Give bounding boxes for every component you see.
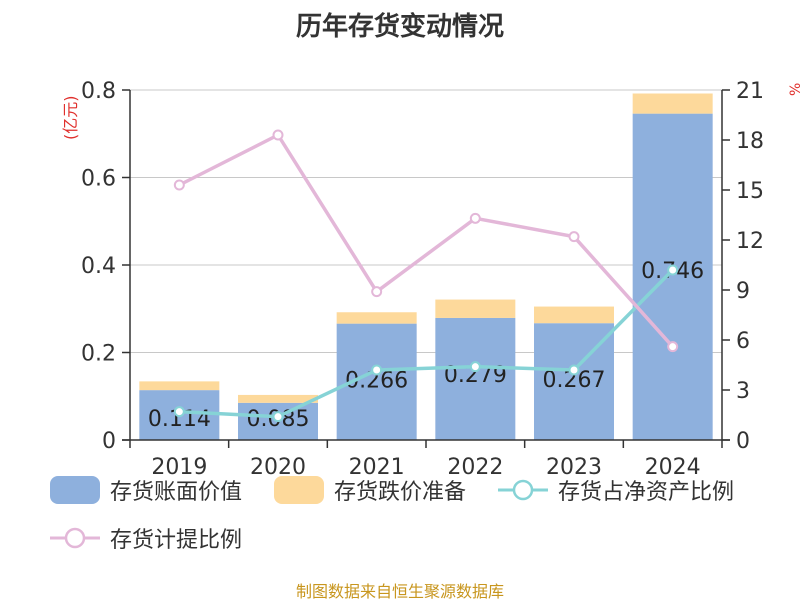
y-right-tick-label: 12 xyxy=(736,229,764,254)
y-left-axis-label: (亿元) xyxy=(61,96,80,141)
series-point xyxy=(371,286,383,298)
bar xyxy=(435,317,516,440)
x-tick-label: 2024 xyxy=(645,455,701,480)
legend-swatch xyxy=(274,476,324,504)
y-right-tick-label: 9 xyxy=(736,279,750,304)
y-right-tick-label: 15 xyxy=(736,179,764,204)
series-point xyxy=(469,212,481,224)
y-right-tick-label: 18 xyxy=(736,129,764,154)
series-point xyxy=(667,264,679,276)
legend-item-book-value[interactable]: 存货账面价值 xyxy=(50,474,242,506)
x-tick-label: 2021 xyxy=(349,455,405,480)
series-lines xyxy=(173,129,679,423)
bar xyxy=(632,93,713,114)
bar xyxy=(435,299,516,318)
axes xyxy=(122,89,730,448)
series-point xyxy=(272,129,284,141)
series-line xyxy=(178,132,674,348)
series-point xyxy=(568,231,580,243)
grid-lines xyxy=(130,89,722,353)
y-left-tick-label: 0.8 xyxy=(81,79,116,104)
series-point xyxy=(173,179,185,191)
y-right-tick-label: 0 xyxy=(736,429,750,454)
x-tick-label: 2023 xyxy=(546,455,602,480)
y-right-tick-label: 3 xyxy=(736,379,750,404)
series-point xyxy=(173,406,185,418)
y-right-tick-label: 6 xyxy=(736,329,750,354)
x-tick-label: 2019 xyxy=(151,455,207,480)
legend-label: 存货跌价准备 xyxy=(334,480,467,505)
legend-label: 存货账面价值 xyxy=(110,480,243,505)
series-point xyxy=(667,341,679,353)
series-point xyxy=(469,361,481,373)
bar xyxy=(534,306,614,324)
tick-labels: 0 0.2 0.4 0.6 0.8 0 3 6 9 12 15 18 21 2019 2020 2021 202… xyxy=(81,79,764,480)
bar xyxy=(632,113,713,440)
legend-item-provision-ratio[interactable]: 存货计提比例 xyxy=(50,522,242,554)
series-point xyxy=(371,364,383,376)
legend-line-icon xyxy=(50,527,100,549)
legend-label: 存货占净资产比例 xyxy=(558,480,735,505)
x-tick-label: 2022 xyxy=(447,455,503,480)
series-point xyxy=(568,364,580,376)
y-left-tick-label: 0.6 xyxy=(81,167,116,192)
y-right-axis-label: % xyxy=(788,83,800,96)
y-left-tick-label: 0.4 xyxy=(81,254,116,279)
legend-item-impairment[interactable]: 存货跌价准备 xyxy=(274,474,466,506)
series-line xyxy=(179,268,674,419)
bar xyxy=(238,394,318,403)
bar xyxy=(336,312,417,324)
legend-swatch xyxy=(50,476,100,504)
data-source-note: 制图数据来自恒生聚源数据库 xyxy=(295,582,504,601)
legend-label: 存货计提比例 xyxy=(110,528,243,553)
series-point xyxy=(272,411,284,423)
y-right-tick-label: 21 xyxy=(736,79,764,104)
legend-item-net-asset-ratio[interactable]: 存货占净资产比例 xyxy=(498,474,734,506)
chart-title: 历年存货变动情况 xyxy=(295,12,504,42)
y-left-tick-label: 0.2 xyxy=(81,342,116,367)
legend-line-icon xyxy=(498,479,548,501)
bar xyxy=(139,381,220,391)
x-tick-label: 2020 xyxy=(250,455,306,480)
y-left-tick-label: 0 xyxy=(102,429,116,454)
bars xyxy=(139,93,713,440)
